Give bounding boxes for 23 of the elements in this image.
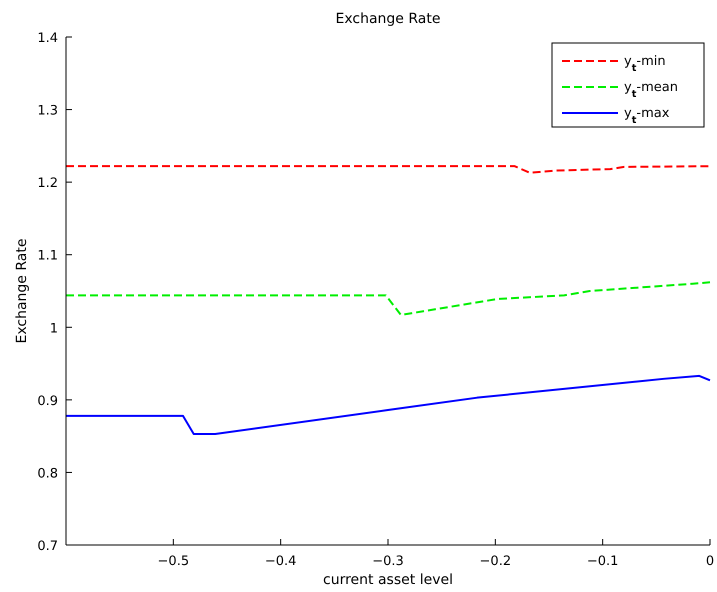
- y-tick-label: 0.9: [37, 394, 58, 409]
- y-tick-label: 1.3: [37, 104, 58, 119]
- y-tick-label: 1.4: [37, 31, 58, 46]
- line-series: [65, 165, 711, 174]
- x-tick-label: −0.2: [480, 554, 512, 569]
- x-tick-label: −0.1: [586, 554, 618, 569]
- x-tick-label: −0.5: [158, 554, 190, 569]
- x-tick-label: 0: [706, 554, 714, 569]
- x-tick-label: −0.4: [264, 554, 296, 569]
- legend-label: y$_{t}$-max: [624, 106, 670, 126]
- line-series: [65, 374, 711, 435]
- y-tick-label: 0.7: [37, 539, 58, 554]
- y-tick-label: 0.8: [37, 466, 58, 482]
- y-tick-label: 1.2: [37, 176, 58, 192]
- y-axis-title: Exchange Rate: [14, 238, 30, 344]
- line-series: [65, 281, 711, 316]
- x-tick-label: −0.3: [372, 554, 404, 569]
- legend-label: y$_{t}$-min: [624, 54, 666, 74]
- x-axis-title: current asset level: [323, 572, 453, 588]
- chart-title: Exchange Rate: [336, 11, 440, 27]
- y-tick-label: 1.1: [37, 248, 58, 264]
- y-tick-label: 1: [50, 321, 58, 336]
- legend-label: y$_{t}$-mean: [624, 80, 678, 100]
